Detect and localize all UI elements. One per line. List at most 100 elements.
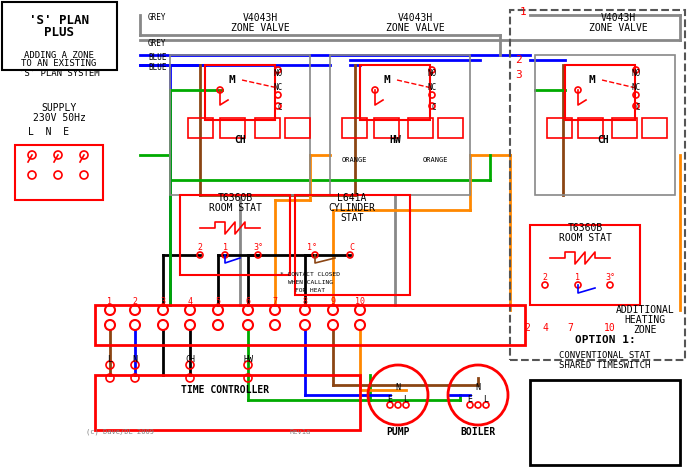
Text: WHEN CALLING: WHEN CALLING (288, 280, 333, 285)
Bar (330, 55, 470, 195)
Text: 4: 4 (542, 323, 548, 333)
Text: C: C (350, 243, 355, 253)
Text: NO: NO (273, 68, 283, 78)
Bar (547, 118, 572, 138)
Text: 'S' PLAN SYSTEM: 'S' PLAN SYSTEM (19, 68, 99, 78)
Bar (2, 2, 117, 70)
Text: HW: HW (389, 135, 401, 145)
Text: 2: 2 (542, 273, 547, 283)
Bar (188, 118, 213, 138)
Bar (438, 118, 463, 138)
Bar (530, 225, 640, 305)
Text: * CONTACT CLOSED: * CONTACT CLOSED (280, 272, 340, 278)
Text: C: C (277, 103, 282, 112)
Bar (565, 65, 635, 120)
Text: 1°: 1° (307, 243, 317, 253)
Text: V4043H: V4043H (242, 13, 277, 23)
Text: PUMP: PUMP (386, 427, 410, 437)
Text: 7: 7 (273, 298, 277, 307)
Text: FOR HEAT: FOR HEAT (295, 288, 325, 293)
Text: ZONE VALVE: ZONE VALVE (589, 23, 647, 33)
Text: C: C (635, 103, 640, 112)
Text: 1: 1 (108, 298, 112, 307)
Text: NO: NO (631, 68, 640, 78)
Text: Rev1a: Rev1a (289, 429, 311, 435)
Bar (342, 118, 367, 138)
Text: 1: 1 (520, 7, 526, 17)
Text: L: L (404, 395, 408, 404)
Text: 5: 5 (215, 298, 221, 307)
Text: L  N  E: L N E (28, 127, 70, 137)
Text: 9: 9 (331, 298, 335, 307)
Text: 3: 3 (161, 298, 166, 307)
Bar (15, 145, 103, 200)
Text: 1: 1 (575, 273, 580, 283)
Text: BOILER: BOILER (460, 427, 495, 437)
Text: CONVENTIONAL STAT: CONVENTIONAL STAT (560, 351, 651, 359)
Text: ZONE: ZONE (633, 325, 657, 335)
Text: C: C (432, 103, 436, 112)
Text: N: N (132, 356, 137, 365)
Text: PLUS: PLUS (44, 27, 74, 39)
Text: 6: 6 (246, 298, 250, 307)
Bar (642, 118, 667, 138)
Text: HEATING: HEATING (624, 315, 666, 325)
Text: GREY: GREY (148, 14, 166, 22)
Text: L: L (108, 356, 112, 365)
Text: M: M (589, 75, 595, 85)
Text: E: E (388, 395, 393, 404)
Bar (530, 380, 680, 465)
Text: 230V 50Hz: 230V 50Hz (32, 113, 86, 123)
Text: E: E (468, 395, 473, 404)
Text: STAT: STAT (340, 213, 364, 223)
Text: ROOM STAT: ROOM STAT (208, 203, 262, 213)
Text: N: N (395, 382, 400, 392)
Text: 1: 1 (222, 243, 228, 253)
Text: CYLINDER: CYLINDER (328, 203, 375, 213)
Text: 8: 8 (302, 298, 308, 307)
Text: 10: 10 (355, 298, 365, 307)
Text: N: N (475, 382, 480, 392)
Bar (408, 118, 433, 138)
Text: HW: HW (243, 356, 253, 365)
Text: T6360B: T6360B (217, 193, 253, 203)
Text: V4043H: V4043H (397, 13, 433, 23)
Bar (535, 55, 675, 195)
Text: OPTION 1:: OPTION 1: (575, 335, 635, 345)
Text: BLUE: BLUE (148, 53, 166, 63)
Bar (295, 195, 410, 295)
Text: TO AN EXISTING: TO AN EXISTING (21, 59, 97, 68)
Text: CH: CH (597, 135, 609, 145)
Text: NC: NC (631, 83, 640, 93)
Text: 10: 10 (604, 323, 616, 333)
Text: 2: 2 (524, 323, 530, 333)
Text: 4: 4 (188, 298, 193, 307)
Text: (c) Dave/DL 2009: (c) Dave/DL 2009 (86, 429, 154, 435)
Text: ZONE VALVE: ZONE VALVE (230, 23, 289, 33)
Text: NC: NC (427, 83, 437, 93)
Bar (255, 118, 280, 138)
Bar (180, 195, 290, 275)
Text: ADDITIONAL: ADDITIONAL (615, 305, 674, 315)
Text: 2: 2 (132, 298, 137, 307)
Text: 3°: 3° (605, 273, 615, 283)
Text: ADDING A ZONE: ADDING A ZONE (24, 51, 94, 59)
Bar (95, 305, 525, 345)
Text: 'S' PLAN: 'S' PLAN (29, 14, 89, 27)
Bar (374, 118, 399, 138)
Bar (285, 118, 310, 138)
Text: CH: CH (185, 356, 195, 365)
Text: TIME CONTROLLER: TIME CONTROLLER (181, 385, 269, 395)
Text: GREY: GREY (148, 38, 166, 47)
Text: 3°: 3° (253, 243, 263, 253)
Text: CH: CH (234, 135, 246, 145)
Text: 2: 2 (515, 55, 522, 65)
Text: ZONE VALVE: ZONE VALVE (386, 23, 444, 33)
Bar (95, 375, 360, 430)
Text: L641A: L641A (337, 193, 366, 203)
Bar (360, 65, 430, 120)
Bar (205, 65, 275, 120)
Text: ORANGE: ORANGE (423, 157, 448, 163)
Bar (612, 118, 637, 138)
Bar (220, 118, 245, 138)
